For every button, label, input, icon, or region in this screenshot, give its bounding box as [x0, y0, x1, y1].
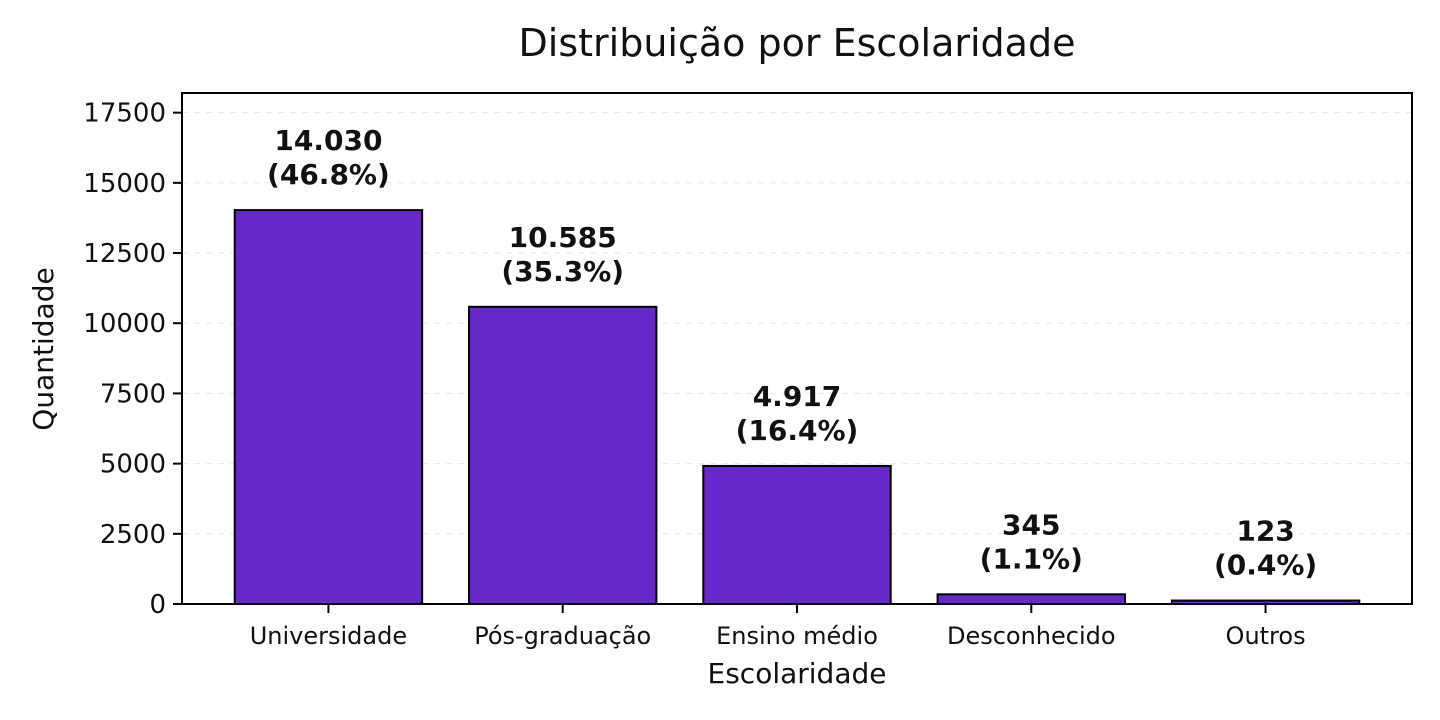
bar-percent-label: (0.4%) — [1214, 549, 1317, 582]
y-tick-label: 5000 — [100, 450, 166, 480]
y-tick-label: 0 — [149, 590, 166, 620]
chart-title: Distribuição por Escolaridade — [519, 21, 1076, 65]
x-tick-label: Pós-graduação — [474, 622, 651, 650]
x-tick-label: Desconhecido — [947, 622, 1116, 650]
y-tick-label: 2500 — [100, 520, 166, 550]
bars — [233, 209, 1361, 606]
x-axis-ticks: Universidade Pós-graduação Ensino médio Des… — [250, 604, 1306, 650]
x-tick-label: Universidade — [250, 622, 407, 650]
x-tick-label: Outros — [1226, 622, 1306, 650]
y-axis-label: Quantidade — [27, 267, 60, 430]
bar — [936, 593, 1126, 606]
bar-percent-label: (46.8%) — [267, 158, 390, 191]
y-tick-label: 17500 — [83, 99, 166, 129]
y-axis-ticks: 0 2500 5000 7500 10000 12500 15000 17500 — [83, 99, 182, 620]
y-tick-label: 10000 — [83, 309, 166, 339]
bar-percent-label: (16.4%) — [736, 414, 859, 447]
bar-value-label: 14.030 — [274, 124, 382, 157]
bar-value-label: 123 — [1236, 515, 1294, 548]
y-tick-label: 7500 — [100, 379, 166, 409]
data-labels: 14.030(46.8%) 10.585(35.3%) 4.917(16.4%) 34… — [267, 124, 1317, 581]
x-axis-label: Escolaridade — [708, 657, 887, 690]
bar-value-label: 345 — [1002, 508, 1060, 541]
bar — [468, 305, 658, 605]
y-tick-label: 15000 — [83, 169, 166, 199]
bar — [702, 464, 892, 605]
x-tick-label: Ensino médio — [716, 622, 878, 650]
bar-percent-label: (35.3%) — [501, 255, 624, 288]
bar-value-label: 4.917 — [753, 380, 842, 413]
bar-value-label: 10.585 — [509, 221, 617, 254]
bar-percent-label: (1.1%) — [980, 542, 1083, 575]
bar — [233, 209, 424, 605]
y-tick-label: 12500 — [83, 239, 166, 269]
